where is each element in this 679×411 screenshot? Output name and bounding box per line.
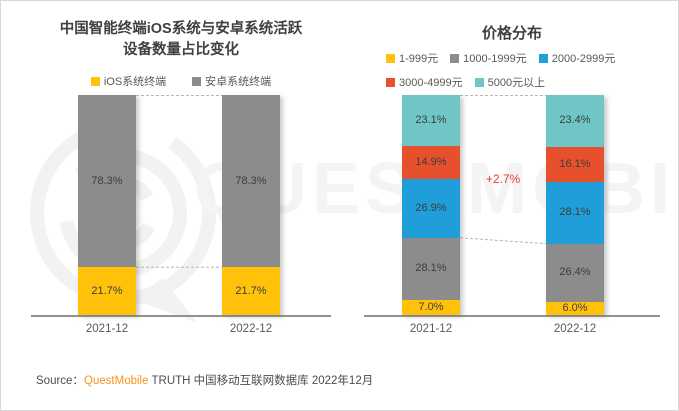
legend-label: 2000-2999元 bbox=[551, 53, 616, 65]
ios-android-share-chart: 中国智能终端iOS系统与安卓系统活跃 设备数量占比变化 iOS系统终端 安卓系统终… bbox=[31, 13, 331, 343]
chart-title: 中国智能终端iOS系统与安卓系统活跃 设备数量占比变化 bbox=[31, 19, 331, 61]
legend-label: 1-999元 bbox=[399, 53, 439, 65]
segment-value-label: 26.9% bbox=[415, 201, 447, 214]
stacked-bar-2021-12: 23.1% 14.9% 26.9% 28.1% 7.0% bbox=[402, 95, 460, 315]
price-distribution-chart: 价格分布 1-999元 1000-1999元 2000-2999元 3000-4999… bbox=[364, 13, 660, 343]
source-brand: QuestMobile bbox=[83, 375, 149, 387]
legend-item: 5000元以上 bbox=[474, 74, 546, 90]
legend-swatch-icon bbox=[450, 53, 460, 63]
source-line: Source：QuestMobile TRUTH 中国移动互联网数据库 2022… bbox=[36, 372, 373, 388]
segment-value-label: 28.1% bbox=[559, 206, 591, 219]
segment-value-label: 78.3% bbox=[91, 174, 123, 187]
legend-swatch-icon bbox=[192, 76, 202, 86]
x-axis-label: 2022-12 bbox=[553, 323, 597, 335]
legend-item: iOS系统终端 bbox=[90, 73, 167, 89]
segment-value-label: 7.0% bbox=[418, 300, 444, 313]
bar-segment: 14.9% bbox=[402, 145, 460, 179]
legend-label: iOS系统终端 bbox=[103, 76, 167, 88]
bar-segment: 28.1% bbox=[402, 237, 460, 300]
legend-swatch-icon bbox=[90, 76, 100, 86]
segment-value-label: 26.4% bbox=[559, 266, 591, 279]
legend-item: 1-999元 bbox=[386, 50, 438, 66]
segment-value-label: 78.3% bbox=[235, 174, 267, 187]
stacked-bar-2022-12: 78.3% 21.7% bbox=[222, 95, 280, 315]
source-label: Source： bbox=[36, 375, 84, 387]
legend-swatch-icon bbox=[474, 77, 484, 87]
legend-swatch-icon bbox=[538, 53, 548, 63]
segment-value-label: 21.7% bbox=[235, 284, 267, 297]
chart-legend: 1-999元 1000-1999元 2000-2999元 3000-4999元 5000… bbox=[364, 50, 660, 90]
legend-item: 3000-4999元 bbox=[386, 74, 463, 90]
x-axis-label: 2021-12 bbox=[409, 323, 453, 335]
bar-segment: 26.4% bbox=[546, 243, 604, 302]
segment-value-label: 6.0% bbox=[562, 301, 588, 314]
legend-label: 5000元以上 bbox=[487, 77, 546, 89]
chart-title-line-1: 价格分布 bbox=[481, 25, 542, 42]
legend-label: 3000-4999元 bbox=[399, 77, 463, 89]
bar-segment: 21.7% bbox=[78, 267, 136, 315]
legend-label: 安卓系统终端 bbox=[205, 76, 272, 88]
bar-segment: 78.3% bbox=[222, 95, 280, 268]
dashed-connector-lines bbox=[136, 95, 222, 268]
bar-segment: 21.7% bbox=[222, 267, 280, 315]
bar-segment: 78.3% bbox=[78, 95, 136, 268]
x-axis-label: 2022-12 bbox=[229, 323, 273, 335]
chart-title-line-2: 设备数量占比变化 bbox=[123, 42, 239, 58]
bar-segment: 6.0% bbox=[546, 301, 604, 315]
segment-value-label: 23.1% bbox=[415, 113, 447, 126]
change-annotation: +2.7% bbox=[485, 172, 521, 186]
segment-value-label: 28.1% bbox=[415, 262, 447, 275]
legend-item: 2000-2999元 bbox=[538, 50, 616, 66]
chart-legend: iOS系统终端 安卓系统终端 bbox=[31, 73, 331, 89]
legend-item: 安卓系统终端 bbox=[192, 73, 271, 89]
bar-segment: 23.4% bbox=[546, 95, 604, 147]
chart-title-line-1: 中国智能终端iOS系统与安卓系统活跃 bbox=[59, 21, 303, 37]
x-axis-label: 2021-12 bbox=[85, 323, 129, 335]
legend-label: 1000-1999元 bbox=[463, 53, 527, 65]
legend-swatch-icon bbox=[386, 77, 395, 87]
plot-area: 78.3% 21.7% 78.3% 21.7% bbox=[31, 95, 331, 317]
bar-segment: 23.1% bbox=[402, 95, 460, 146]
plot-area: 23.1% 14.9% 26.9% 28.1% 7.0% 23.4% 16.1% 28.1%… bbox=[364, 95, 660, 317]
bar-segment: 26.9% bbox=[402, 178, 460, 238]
dashed-connector-lines bbox=[459, 95, 547, 245]
segment-value-label: 21.7% bbox=[91, 284, 123, 297]
legend-swatch-icon bbox=[386, 53, 395, 63]
legend-item: 1000-1999元 bbox=[450, 50, 527, 66]
stacked-bar-2021-12: 78.3% 21.7% bbox=[78, 95, 136, 315]
segment-value-label: 23.4% bbox=[559, 114, 591, 127]
chart-title: 价格分布 bbox=[364, 23, 660, 44]
stacked-bar-2022-12: 23.4% 16.1% 28.1% 26.4% 6.0% bbox=[546, 95, 604, 315]
bar-segment: 7.0% bbox=[402, 299, 460, 315]
segment-value-label: 14.9% bbox=[415, 155, 447, 168]
bar-segment: 16.1% bbox=[546, 146, 604, 182]
bar-segment: 28.1% bbox=[546, 181, 604, 244]
source-rest: TRUTH 中国移动互联网数据库 2022年12月 bbox=[148, 375, 374, 387]
segment-value-label: 16.1% bbox=[559, 157, 591, 170]
